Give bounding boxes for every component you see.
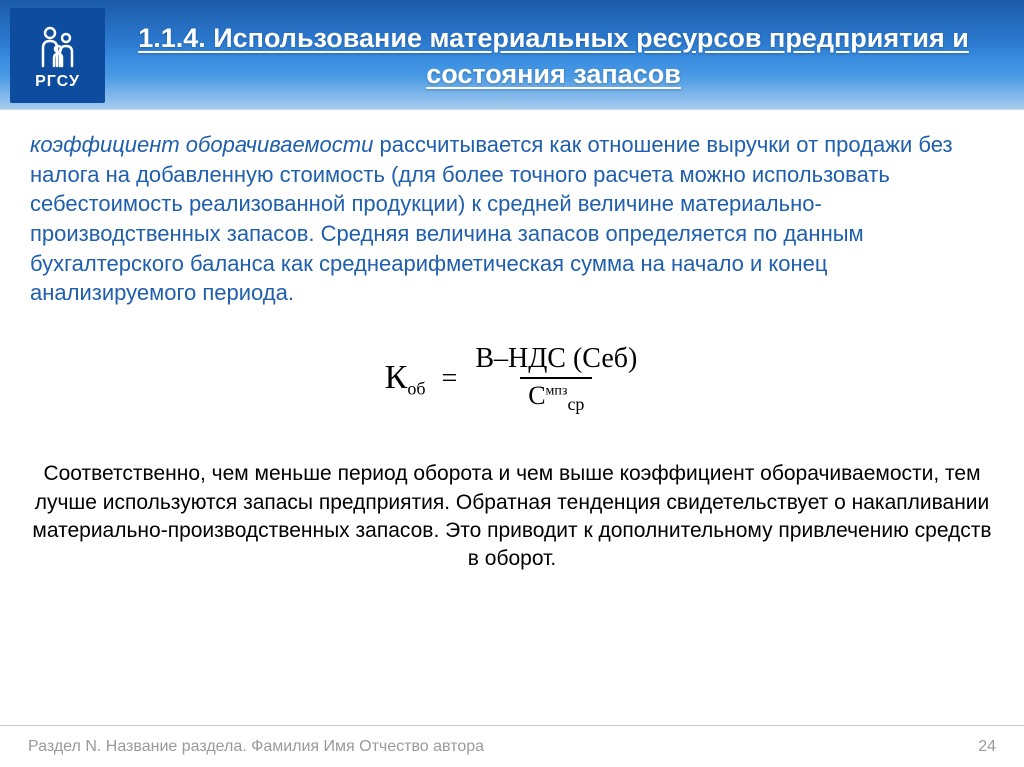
equals-sign: = <box>436 363 464 395</box>
turnover-coefficient-formula: Коб = В–НДС (Себ) Смпзср <box>385 343 640 415</box>
fraction: В–НДС (Себ) Смпзср <box>473 343 639 415</box>
logo-acronym: РГСУ <box>35 73 80 91</box>
family-icon <box>33 21 83 71</box>
numerator: В–НДС (Себ) <box>473 343 639 377</box>
paragraph-definition: коэффициент оборачиваемости рассчитывает… <box>30 130 994 308</box>
page-number: 24 <box>978 738 996 756</box>
term-emphasis: коэффициент оборачиваемости <box>30 132 373 157</box>
paragraph-conclusion: Соответственно, чем меньше период оборот… <box>30 460 994 573</box>
paragraph-body: рассчитывается как отношение выручки от … <box>30 132 953 305</box>
university-logo: РГСУ <box>10 8 105 103</box>
slide: РГСУ 1.1.4. Использование материальных р… <box>0 0 1024 767</box>
slide-header: РГСУ 1.1.4. Использование материальных р… <box>0 0 1024 110</box>
formula-container: Коб = В–НДС (Себ) Смпзср <box>30 343 994 415</box>
slide-content: коэффициент оборачиваемости рассчитывает… <box>0 110 1024 725</box>
footer-breadcrumb: Раздел N. Название раздела. Фамилия Имя … <box>28 738 484 756</box>
formula-lhs: Коб <box>385 359 426 400</box>
slide-title: 1.1.4. Использование материальных ресурс… <box>113 0 1024 93</box>
slide-footer: Раздел N. Название раздела. Фамилия Имя … <box>0 725 1024 767</box>
denominator: Смпзср <box>520 377 592 415</box>
